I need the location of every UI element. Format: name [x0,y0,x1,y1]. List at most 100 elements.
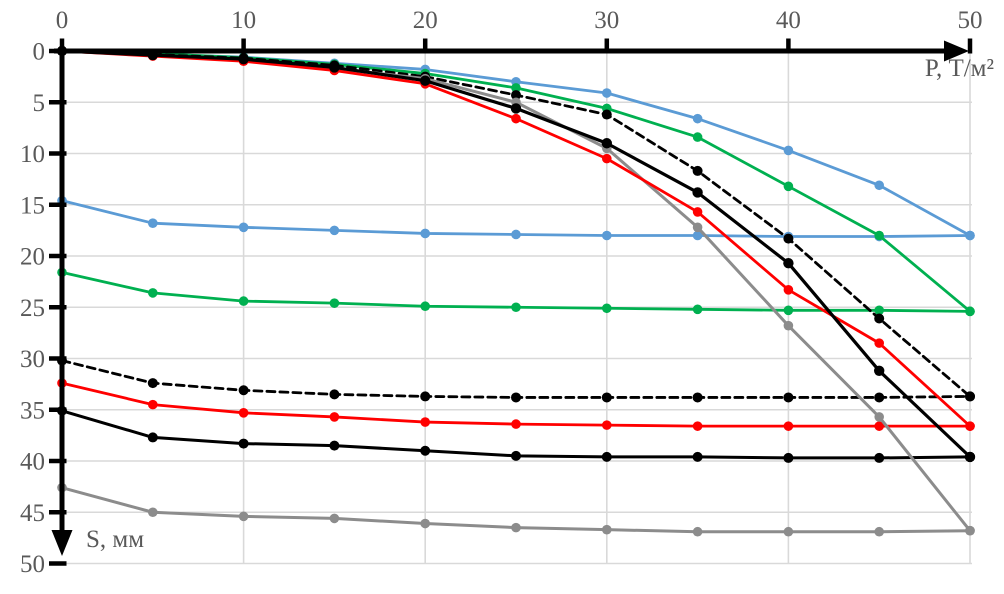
data-point [601,138,612,149]
x-tick-label: 10 [231,7,256,34]
y-tick-label: 10 [20,141,45,168]
data-point [148,507,158,518]
data-point [511,229,521,240]
data-point [783,181,794,192]
y-tick-label: 25 [20,295,45,322]
data-point [874,421,884,431]
data-point [692,304,703,315]
data-point [329,440,340,451]
data-point [692,165,703,176]
y-axis-title: S, мм [86,526,145,553]
data-point [964,451,976,463]
data-point [602,420,612,430]
data-point [329,298,340,308]
data-point [783,145,794,156]
series-black-steep [56,45,976,463]
data-point [420,518,431,529]
data-point [602,524,612,535]
data-point [420,391,431,402]
y-tick-label: 15 [20,192,45,219]
x-axis-title: P, Т/м² [924,55,994,82]
data-point [783,392,794,403]
data-point [602,230,612,241]
data-point [601,392,612,403]
x-tick-label: 0 [56,7,69,34]
data-point [420,417,431,427]
data-point [783,421,794,431]
data-point [329,513,340,524]
data-point [783,452,794,463]
data-point [692,222,703,233]
data-point [874,365,885,376]
data-point [420,75,431,86]
series-black-dashed-flat [57,355,975,403]
data-point [420,228,431,239]
data-point [783,526,794,537]
data-point [601,109,612,120]
data-point [510,103,522,114]
data-point [511,522,521,533]
data-point [602,303,612,314]
data-point [874,230,884,241]
data-point [238,385,249,396]
data-point [148,218,158,228]
series-green-steep [57,46,975,317]
series-red-flat [57,378,975,431]
y-tick-label: 45 [20,500,45,527]
data-point [874,392,885,403]
y-tick-label: 0 [33,39,46,66]
data-point [329,389,340,400]
data-point [874,412,884,422]
x-tick-label: 30 [594,7,619,34]
data-point [420,445,431,456]
data-point [511,450,521,461]
series-line-black-flat [60,409,972,460]
data-point [147,378,158,389]
series-line-black-dashed-flat [60,359,972,399]
data-point [148,288,158,298]
data-point [238,222,249,233]
series-gray-flat [57,482,975,537]
data-point [692,421,703,431]
y-tick-label: 20 [20,244,45,271]
data-point [420,301,431,312]
data-point [874,452,885,463]
y-axis-arrow [51,530,73,556]
data-point [602,88,612,98]
data-point [692,230,703,241]
series-green-flat [57,267,975,317]
series-black-flat [57,405,975,463]
data-point [147,432,158,443]
data-point [511,83,521,93]
data-point [148,399,158,410]
data-point [511,302,521,313]
data-point [692,451,703,462]
y-tick-label: 30 [20,346,45,373]
data-point [238,54,249,65]
data-point [692,132,703,142]
data-point [238,438,249,449]
x-tick-label: 20 [413,7,438,34]
data-point [874,338,884,348]
x-tick-label: 40 [776,7,801,34]
data-point [329,62,340,73]
data-point [783,285,794,295]
y-tick-label: 40 [20,449,45,476]
data-point [511,113,521,124]
series-blue-flat [57,195,975,242]
data-point [692,526,703,537]
data-point [783,257,794,269]
data-point [874,526,884,537]
x-tick-label: 50 [958,7,983,34]
data-point [692,207,703,217]
data-point [511,392,521,403]
data-point [965,230,975,241]
data-point [692,392,703,403]
data-point [783,320,794,331]
y-tick-label: 50 [20,551,45,578]
data-point [783,233,794,244]
data-point [692,187,703,198]
data-point [783,305,794,316]
